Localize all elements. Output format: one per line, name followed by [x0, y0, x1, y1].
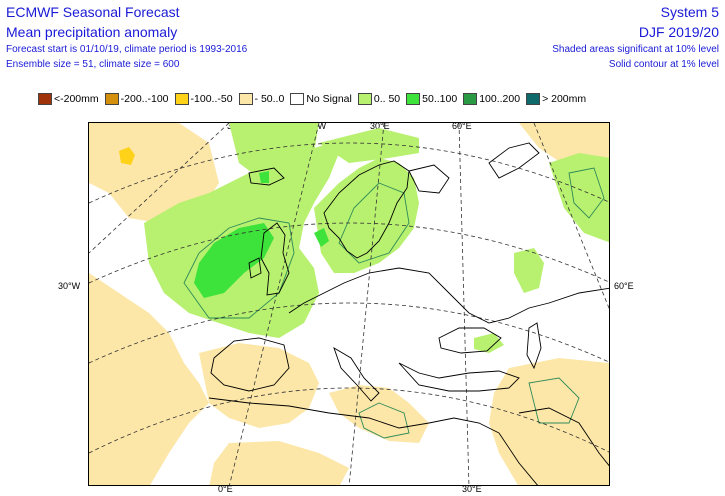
precipitation-anomaly-map	[88, 122, 610, 486]
parallel-line	[89, 387, 609, 454]
legend-swatch	[104, 93, 119, 105]
coast-iceland	[248, 167, 285, 186]
wet-core-north-atlantic	[194, 223, 274, 298]
legend-label: <-200mm	[54, 93, 99, 105]
legend-swatch	[38, 93, 52, 105]
coast-novaya-zemlya	[488, 142, 540, 179]
system-label: System 5	[660, 4, 719, 20]
legend-item: <-200mm	[38, 93, 99, 105]
contour-mediterranean	[358, 402, 410, 439]
coast-red-sea	[498, 432, 538, 485]
right-edge-label: 60°E	[614, 281, 634, 291]
dry-anomaly-regions	[89, 123, 609, 485]
dry-region-atlantic-northwest	[89, 123, 219, 223]
coast-caspian	[526, 322, 542, 370]
legend-item: 100..200	[463, 93, 520, 105]
wet-region-urals	[514, 248, 544, 293]
coast-continent	[288, 267, 609, 324]
legend-item: > 200mm	[526, 93, 586, 105]
lon-label-30e-bottom: 30°E	[462, 484, 482, 494]
wet-region-arctic-east	[549, 153, 609, 243]
contour-middle-east	[528, 377, 580, 424]
dry-region-sahara	[209, 441, 349, 485]
legend-label: - 50..0	[254, 93, 285, 105]
meridian-line	[348, 123, 385, 485]
forecast-subtitle: Mean precipitation anomaly	[6, 24, 178, 40]
legend-swatch	[238, 93, 253, 105]
legend-label: 50..100	[422, 93, 458, 105]
legend-item: - 50..0	[238, 93, 285, 105]
coast-kola	[408, 164, 450, 194]
dry-region-atlantic-southwest	[89, 273, 209, 485]
wet-anomaly-regions	[144, 123, 609, 353]
significance-contours	[183, 167, 605, 439]
legend-item: No Signal	[290, 93, 352, 105]
coast-ireland	[248, 257, 262, 279]
significance-note: Shaded areas significant at 10% level	[552, 44, 719, 55]
legend-swatch	[406, 93, 421, 105]
contour-north-atlantic	[183, 217, 295, 319]
legend-item: 50..100	[406, 93, 457, 105]
coast-iberia	[210, 337, 290, 392]
coast-british-isles	[260, 222, 290, 296]
forecast-start-info: Forecast start is 01/10/19, climate peri…	[6, 44, 248, 55]
left-edge-label: 30°W	[58, 281, 81, 291]
dry-region-middle-east	[489, 358, 609, 485]
legend-label: No Signal	[306, 93, 352, 105]
coast-italy	[333, 346, 380, 402]
lon-label-30e-top: 30°E	[370, 121, 390, 131]
map-canvas	[89, 123, 609, 485]
legend-swatch	[526, 93, 541, 105]
coast-north-africa	[208, 397, 500, 434]
legend-item: -200..-100	[104, 93, 169, 105]
map-legend: <-200mm -200..-100 -100..-50 - 50..0 No …	[38, 92, 592, 106]
ensemble-info: Ensemble size = 51, climate size = 600	[6, 59, 180, 70]
parallel-line	[89, 222, 609, 284]
legend-label: -100..-50	[190, 93, 233, 105]
moderate-dry-regions	[119, 147, 135, 165]
meridian-line	[89, 123, 230, 254]
contour-note: Solid contour at 1% level	[608, 59, 719, 70]
parallel-line	[89, 142, 609, 204]
legend-label: > 200mm	[542, 93, 587, 105]
coast-greece-turkey	[398, 362, 520, 392]
legend-label: -200..-100	[120, 93, 169, 105]
season-label: DJF 2019/20	[638, 24, 719, 40]
legend-swatch	[463, 93, 478, 105]
forecast-title: ECMWF Seasonal Forecast	[6, 4, 180, 20]
wet-region-black-sea	[474, 333, 504, 353]
legend-item: -100..-50	[174, 93, 233, 105]
wet-region-greenland-sea	[229, 123, 319, 178]
wet-core-norway	[314, 228, 329, 247]
meridian-line	[458, 123, 470, 485]
legend-swatch	[357, 93, 372, 105]
graticule	[89, 123, 609, 485]
contour-arctic-east	[568, 167, 605, 219]
wet-core-iceland	[259, 171, 269, 183]
legend-swatch	[174, 93, 189, 105]
coastlines	[208, 142, 609, 485]
legend-item: 0.. 50	[357, 93, 401, 105]
dry-region-iberia-africa	[199, 343, 319, 428]
legend-label: 0.. 50	[373, 93, 401, 105]
parallel-line	[89, 302, 609, 364]
dry-region-mediterranean	[329, 385, 429, 443]
meridian-line	[533, 123, 609, 310]
contour-scandinavia	[338, 182, 410, 264]
legend-swatch	[290, 93, 305, 105]
legend-label: 100..200	[479, 93, 521, 105]
lon-label-0e: 0°E	[218, 484, 233, 494]
coast-black-sea	[438, 327, 502, 354]
strong-wet-regions	[194, 171, 329, 298]
coast-arabia	[518, 407, 609, 467]
coast-scandinavia	[323, 160, 410, 259]
wet-region-svalbard	[319, 128, 419, 163]
lon-label-60e: 60°E	[452, 121, 472, 131]
dry-spot-greenland	[119, 147, 135, 165]
